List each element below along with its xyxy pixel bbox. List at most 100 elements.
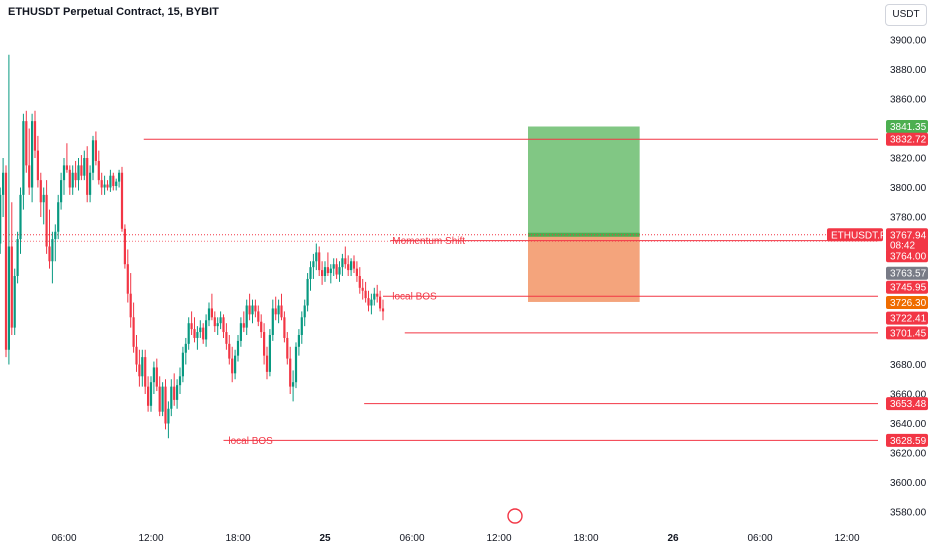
- candle-body: [28, 165, 31, 188]
- candle-body: [152, 367, 155, 383]
- candle-body: [36, 150, 39, 181]
- candle-body: [178, 376, 182, 386]
- x-tick-label: 12:00: [834, 533, 859, 544]
- price-tag: [886, 228, 928, 242]
- x-tick-label: 06:00: [747, 533, 772, 544]
- candle-body: [352, 261, 356, 269]
- candle-body: [25, 121, 28, 166]
- candle-body: [263, 332, 266, 356]
- candle-body: [19, 194, 22, 240]
- y-tick-label: 3880.00: [890, 65, 927, 76]
- candle-body: [199, 327, 202, 333]
- price-tag: [886, 397, 928, 411]
- price-tag-label: 3722.41: [890, 314, 927, 325]
- y-tick-label: 3660.00: [890, 390, 927, 401]
- candle-body: [213, 317, 216, 327]
- candle-body: [294, 346, 298, 383]
- candle-body: [126, 264, 129, 294]
- candle-body: [236, 340, 240, 356]
- candle-body: [115, 181, 118, 187]
- symbol-tag: [827, 228, 883, 242]
- candle-body: [228, 343, 231, 359]
- price-tag: [886, 296, 928, 310]
- candle-body: [202, 327, 205, 340]
- candle-body: [381, 308, 385, 312]
- x-tick-label: 06:00: [399, 533, 424, 544]
- candle-body: [187, 323, 190, 344]
- x-tick-label: 18:00: [225, 533, 250, 544]
- candle-body: [68, 169, 71, 188]
- candle-body: [254, 305, 257, 312]
- candle-body: [280, 305, 283, 318]
- candle-body: [176, 385, 179, 400]
- x-tick-label: 26: [667, 533, 679, 544]
- candle-body: [51, 239, 54, 262]
- price-tag-label: 3701.45: [890, 328, 927, 339]
- candle-body: [300, 317, 303, 335]
- candle-body: [16, 239, 19, 276]
- candle-body: [129, 293, 132, 318]
- candle-body: [77, 165, 80, 181]
- candle-body: [170, 386, 173, 409]
- price-tag: [886, 280, 928, 294]
- loss-zone: [528, 234, 640, 302]
- candle-body: [315, 252, 318, 262]
- candle-body: [274, 308, 277, 315]
- y-tick-label: 3640.00: [890, 419, 927, 430]
- candle-body: [222, 317, 225, 333]
- candle-body: [132, 317, 135, 347]
- candle-body: [245, 305, 248, 328]
- annotation-label: local BOS: [392, 292, 437, 303]
- candle-body: [329, 268, 332, 274]
- candle-body: [149, 382, 153, 406]
- candle-body: [57, 202, 60, 232]
- candle-body: [65, 165, 68, 170]
- chart-title: ETHUSDT Perpetual Contract, 15, BYBIT: [8, 6, 219, 18]
- candle-body: [379, 296, 382, 309]
- candle-body: [190, 323, 193, 330]
- candle-body: [181, 352, 184, 377]
- candle-body: [332, 264, 335, 269]
- x-tick-label: 25: [319, 533, 331, 544]
- currency-button[interactable]: USDT: [885, 4, 927, 26]
- price-tag-label: 3763.57: [890, 269, 927, 280]
- candle-body: [155, 367, 158, 387]
- price-tag-label: 3653.48: [890, 399, 927, 410]
- candle-body: [161, 386, 164, 412]
- replay-icon: [507, 508, 523, 524]
- price-tag-label: 3726.30: [890, 298, 927, 309]
- candle-body: [33, 121, 37, 151]
- candle-body: [231, 358, 234, 374]
- price-tag-label: 3841.35: [890, 122, 927, 133]
- candle-body: [135, 346, 138, 365]
- y-tick-label: 3900.00: [890, 36, 927, 47]
- candle-body: [164, 386, 167, 424]
- symbol-tag-label: ETHUSDT.P: [831, 230, 887, 241]
- candle-body: [318, 252, 321, 271]
- x-tick-label: 12:00: [138, 533, 163, 544]
- candle-body: [312, 261, 315, 268]
- candle-body: [106, 184, 109, 188]
- candle-body: [303, 305, 306, 318]
- candle-body: [4, 172, 8, 350]
- candle-body: [100, 180, 103, 188]
- x-tick-label: 06:00: [51, 533, 76, 544]
- candle-body: [239, 323, 242, 341]
- candle-body: [219, 317, 222, 324]
- candle-body: [210, 308, 213, 318]
- candle-body: [184, 343, 187, 353]
- y-tick-label: 3860.00: [890, 95, 927, 106]
- candle-body: [248, 305, 251, 315]
- candle-body: [292, 382, 295, 387]
- candle-body: [242, 323, 245, 328]
- candle-body: [167, 408, 170, 424]
- candle-body: [196, 332, 199, 338]
- candle-body: [62, 165, 66, 181]
- candle-body: [268, 335, 271, 372]
- y-tick-label: 3620.00: [890, 449, 927, 460]
- price-tag-label: 3628.59: [890, 436, 927, 447]
- candle-body: [193, 329, 196, 338]
- candle-body: [147, 386, 150, 406]
